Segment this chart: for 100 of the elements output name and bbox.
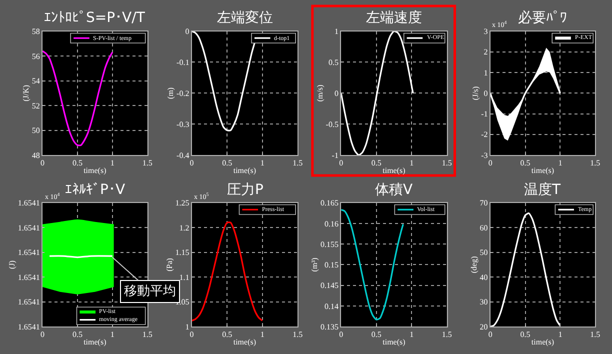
- y-tick-label: -3: [481, 150, 488, 160]
- x-tick-label: 1: [558, 330, 562, 340]
- y-tick-label: 58: [32, 27, 40, 36]
- y-tick-label: 60: [480, 223, 488, 232]
- y-axis-title: (m): [166, 87, 176, 99]
- y-axis-title: (Pa): [164, 258, 174, 272]
- x-tick-label: 1: [260, 330, 264, 340]
- y-tick-label: 1.1: [179, 272, 190, 282]
- y-tick-label: 0.15: [324, 260, 338, 270]
- y-tick-label: 2: [484, 48, 488, 57]
- y-tick-label: -0.2: [176, 88, 190, 98]
- y-tick-label: 50: [480, 248, 488, 258]
- x-tick-label: 1: [260, 158, 264, 168]
- x-axis-title: time(s): [84, 337, 107, 346]
- y-tick-label: 1: [185, 322, 190, 332]
- y-tick-label: 54: [32, 76, 40, 86]
- x-tick-label: 1: [410, 158, 414, 168]
- y-axis-title: (m³): [310, 257, 320, 272]
- y-tick-label: 0.16: [324, 219, 338, 228]
- y-tick-label: 0: [334, 88, 338, 98]
- y-tick-label: 70: [480, 198, 488, 208]
- x-tick-label: 1.5: [292, 330, 303, 340]
- x-tick-label: 1.5: [142, 158, 152, 168]
- chart-title: 圧力P: [227, 182, 264, 198]
- y-tick-label: 50: [32, 126, 40, 136]
- y-tick-label: 1: [334, 27, 338, 36]
- annotation: 移動平均: [124, 284, 176, 299]
- x-tick-label: 1.5: [442, 330, 452, 340]
- x-tick-label: 1: [410, 330, 414, 340]
- x-tick-label: 0.5: [520, 158, 530, 168]
- y-tick-label: 1.15: [175, 248, 190, 258]
- y-tick-label: -0.1: [176, 58, 190, 68]
- line-series: [341, 31, 414, 156]
- x-tick-label: 1: [110, 330, 114, 340]
- y-tick-label: 0.145: [320, 281, 338, 290]
- x-tick-label: 1: [110, 158, 114, 168]
- y-tick-label: 1.6541: [18, 322, 40, 332]
- y-tick-label: 1.25: [175, 198, 190, 208]
- y-tick-label: 1: [484, 68, 488, 78]
- x-axis-title: time(s): [531, 337, 554, 346]
- y-tick-label: 0: [185, 27, 190, 36]
- line-series: [341, 209, 404, 320]
- x-axis-title: time(s): [382, 166, 406, 175]
- chart-title: 温度T: [524, 182, 561, 198]
- y-tick-label: 1.6541: [18, 298, 40, 307]
- chart-title: 左端速度: [366, 10, 422, 26]
- line-series: [42, 50, 114, 146]
- x-tick-label: 0.5: [371, 158, 382, 168]
- y-tick-label: 20: [480, 322, 488, 332]
- line-series: [192, 222, 264, 322]
- y-tick-label: -0.4: [176, 150, 190, 160]
- y-tick-label: -2: [481, 130, 488, 140]
- y-tick-label: -0.3: [176, 120, 190, 129]
- x-tick-label: 1: [558, 158, 562, 168]
- x-axis-title: time(s): [84, 166, 107, 175]
- x-tick-label: 0.5: [222, 330, 232, 340]
- y-tick-label: 40: [480, 272, 488, 282]
- y-tick-label: 1.6541: [18, 223, 40, 232]
- chart-title: 必要ﾊﾟﾜ: [518, 10, 567, 26]
- y-tick-label: 52: [32, 101, 40, 110]
- y-tick-label: 0.135: [320, 322, 338, 332]
- chart-title: 体積V: [375, 182, 413, 198]
- y-tick-label: 48: [32, 150, 40, 160]
- y-tick-label: 0.155: [320, 240, 338, 249]
- y-tick-label: 1.6541: [18, 248, 40, 258]
- y-tick-label: 1.6541: [18, 272, 40, 282]
- y-tick-label: 0: [484, 88, 488, 98]
- y-tick-label: -1: [332, 150, 338, 160]
- x-axis-title: time(s): [233, 337, 256, 346]
- chart-title: ｴﾝﾄﾛﾋﾟS=P･V/T: [44, 10, 146, 26]
- y-tick-label: 0.165: [320, 198, 338, 208]
- x-axis-title: time(s): [531, 166, 554, 175]
- y-tick-label: 0.14: [324, 302, 338, 311]
- y-tick-label: 30: [480, 298, 488, 307]
- x-tick-label: 1.5: [590, 158, 600, 168]
- y-tick-label: 1.6541: [18, 198, 40, 208]
- y-tick-label: -1: [481, 110, 488, 119]
- x-tick-label: 0.5: [72, 330, 82, 340]
- x-tick-label: 0.5: [72, 158, 82, 168]
- y-tick-label: 56: [32, 52, 40, 61]
- y-axis-title: (J/s): [470, 86, 480, 100]
- y-tick-label: 1.2: [179, 223, 190, 232]
- y-axis-title: (J/K): [22, 84, 31, 102]
- x-tick-label: 1.5: [590, 330, 600, 340]
- chart-title: ｴﾈﾙｷﾞP･V: [65, 182, 126, 198]
- y-tick-label: -0.5: [326, 120, 338, 129]
- x-axis-title: time(s): [382, 337, 406, 346]
- y-tick-label: 0.5: [328, 58, 338, 68]
- y-tick-label: 3: [484, 27, 488, 36]
- y-axis-title: (J): [8, 260, 17, 269]
- x-tick-label: 0.5: [222, 158, 232, 168]
- x-tick-label: 0.5: [371, 330, 382, 340]
- x-tick-label: 1.5: [292, 158, 303, 168]
- x-tick-label: 1.5: [142, 330, 152, 340]
- x-tick-label: 0.5: [520, 330, 530, 340]
- y-axis-title: (deg): [469, 256, 478, 274]
- x-tick-label: 1.5: [442, 158, 452, 168]
- x-axis-title: time(s): [233, 166, 256, 175]
- y-axis-title: (m/s): [316, 84, 325, 102]
- chart-title: 左端変位: [217, 10, 273, 26]
